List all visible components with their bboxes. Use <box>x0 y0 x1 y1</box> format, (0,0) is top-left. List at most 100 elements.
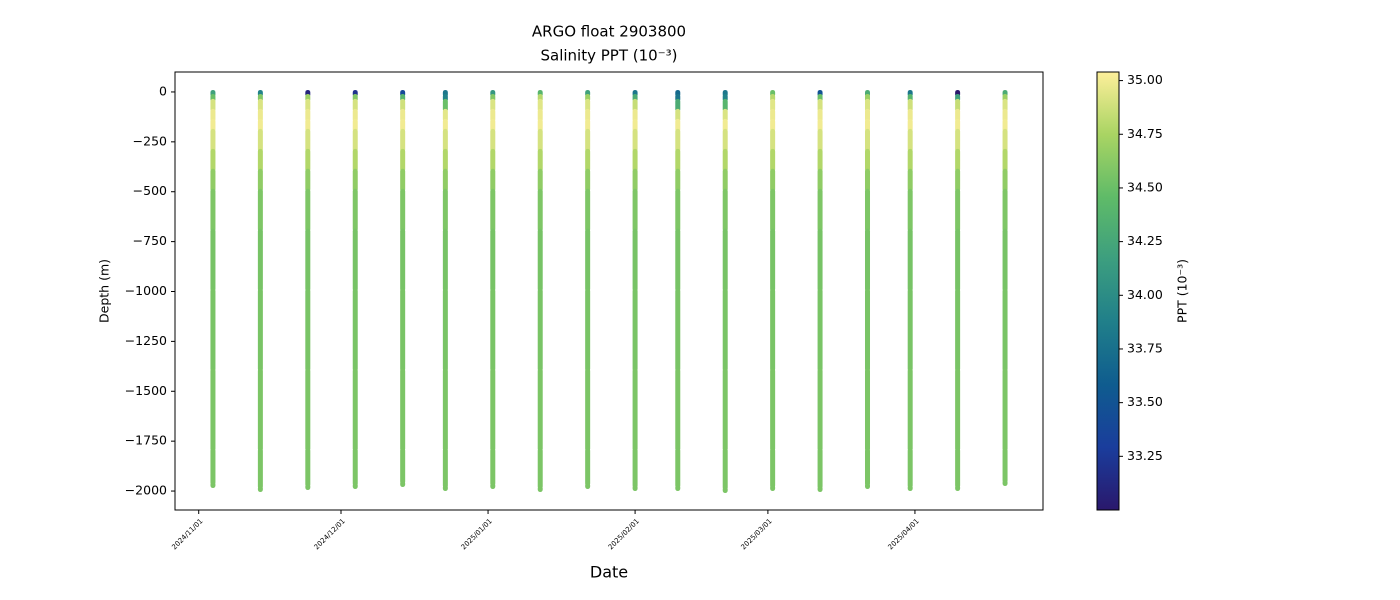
profile-sample <box>907 288 913 372</box>
profile-sample <box>817 368 823 452</box>
profile-sample <box>585 98 591 112</box>
colorbar-tick-label: 35.00 <box>1127 72 1163 87</box>
profile-sample <box>632 448 638 489</box>
profile-sample <box>632 188 638 232</box>
profile-sample <box>955 168 961 192</box>
profile-sample <box>1002 288 1008 372</box>
profile-sample <box>305 368 311 452</box>
profile-sample <box>770 168 776 192</box>
profile-sample <box>585 228 591 292</box>
profile-sample <box>675 108 681 122</box>
profile-sample <box>400 481 406 488</box>
profile-sample <box>955 368 961 452</box>
profile-sample <box>865 368 871 452</box>
profile-sample <box>865 168 871 192</box>
profile-sample <box>865 288 871 372</box>
profile-sample <box>722 448 728 491</box>
profile-sample <box>770 98 776 112</box>
profile-sample <box>817 168 823 192</box>
profile-sample <box>210 168 216 192</box>
colorbar-tick-label: 33.25 <box>1127 448 1163 463</box>
profile-sample <box>907 118 913 132</box>
plot-frame <box>174 71 1044 511</box>
profile-sample <box>1002 108 1008 122</box>
profile-sample <box>442 188 448 232</box>
profile-sample <box>490 228 496 292</box>
profile-sample <box>722 118 728 132</box>
x-tick-label: 2024/12/01 <box>313 517 347 551</box>
profile-sample <box>865 448 871 487</box>
profile-sample <box>210 118 216 132</box>
profile-sample <box>352 188 358 232</box>
profile-sample <box>865 188 871 232</box>
profile-sample <box>907 98 913 112</box>
profile-sample <box>442 228 448 292</box>
y-tick-label: −1250 <box>125 333 167 348</box>
profile-sample <box>955 288 961 372</box>
profile-sample <box>632 118 638 132</box>
profile-sample <box>305 168 311 192</box>
profile-sample <box>537 188 543 232</box>
profile-sample <box>352 98 358 112</box>
profile-sample <box>817 228 823 292</box>
x-tick-label: 2025/03/01 <box>740 517 774 551</box>
profile-sample <box>305 228 311 292</box>
profile-sample <box>352 148 358 172</box>
profile-sample <box>1002 168 1008 192</box>
profile-sample <box>490 98 496 112</box>
profile-sample <box>817 128 823 152</box>
profile-sample <box>305 98 311 112</box>
colorbar-tick-label: 34.25 <box>1127 233 1163 248</box>
profile-sample <box>352 118 358 132</box>
profile-sample <box>537 148 543 172</box>
y-tick-label: 0 <box>159 83 167 98</box>
profile-sample <box>1002 368 1008 452</box>
x-axis-label: Date <box>590 563 628 582</box>
profile-sample <box>352 108 358 122</box>
profile-sample <box>722 168 728 192</box>
profile-sample <box>955 118 961 132</box>
x-tick-label: 2025/02/01 <box>607 517 641 551</box>
chart-title: ARGO float 2903800 <box>532 23 686 41</box>
profile-sample <box>632 168 638 192</box>
profile-sample <box>632 485 638 492</box>
profile-sample <box>722 148 728 172</box>
profile-sample <box>632 108 638 122</box>
y-tick-label: −750 <box>133 233 167 248</box>
profile-sample <box>442 288 448 372</box>
profile-sample <box>442 98 448 112</box>
profile-sample <box>817 288 823 372</box>
profile-sample <box>1002 148 1008 172</box>
profile-sample <box>537 368 543 452</box>
profile-sample <box>210 108 216 122</box>
profile-sample <box>817 188 823 232</box>
profile-sample <box>400 448 406 485</box>
profile-sample <box>442 148 448 172</box>
y-tick-label: −250 <box>133 133 167 148</box>
profile-sample <box>770 128 776 152</box>
profile-sample <box>1002 228 1008 292</box>
profile-sample <box>305 288 311 372</box>
profile-sample <box>632 288 638 372</box>
chart-subtitle: Salinity PPT (10⁻³) <box>541 47 678 65</box>
profile-sample <box>1002 118 1008 132</box>
profile-sample <box>442 118 448 132</box>
profile-sample <box>675 448 681 489</box>
profile-sample <box>490 368 496 452</box>
profile-sample <box>210 228 216 292</box>
profile-sample <box>442 168 448 192</box>
profile-sample <box>722 487 728 494</box>
profile-sample <box>490 128 496 152</box>
profile-sample <box>722 128 728 152</box>
profile-sample <box>400 128 406 152</box>
profile-sample <box>865 228 871 292</box>
profile-sample <box>770 228 776 292</box>
profile-sample <box>400 228 406 292</box>
colorbar-tick-label: 33.75 <box>1127 340 1163 355</box>
profile-sample <box>955 448 961 489</box>
profile-sample <box>817 448 823 490</box>
profile-sample <box>770 148 776 172</box>
profile-sample <box>722 188 728 232</box>
profile-sample <box>955 485 961 492</box>
profile-sample <box>907 448 913 489</box>
